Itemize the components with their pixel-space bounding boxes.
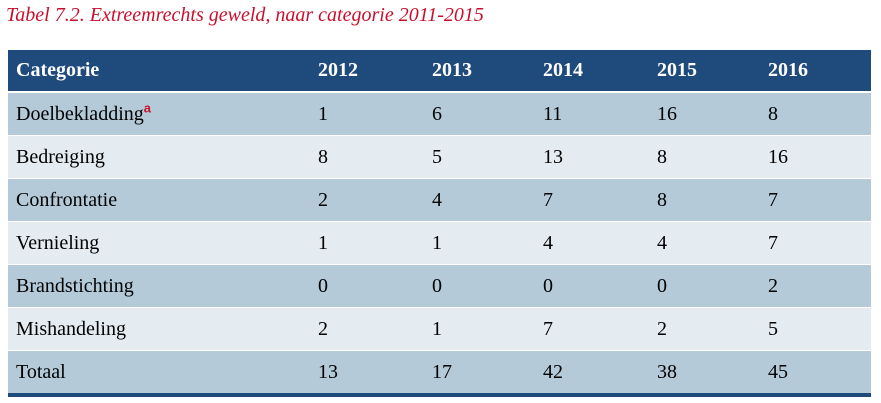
table-cell: 7 — [760, 221, 871, 265]
table-cell: 7 — [760, 178, 871, 222]
table-cell: 8 — [649, 135, 760, 179]
header-year: 2016 — [760, 50, 871, 93]
table-cell: 4 — [535, 221, 649, 265]
table-cell: 13 — [535, 135, 649, 179]
table-cell: 8 — [760, 92, 871, 136]
total-cell: 45 — [760, 350, 871, 397]
row-label: Brandstichting — [8, 264, 310, 308]
header-year: 2015 — [649, 50, 760, 93]
table-cell: 1 — [310, 92, 424, 136]
table-cell: 4 — [649, 221, 760, 265]
table-cell: 0 — [424, 264, 535, 308]
total-label: Totaal — [8, 350, 310, 397]
table-row: Vernieling 1 1 4 4 7 — [8, 221, 871, 265]
table-cell: 1 — [424, 307, 535, 351]
table-cell: 1 — [310, 221, 424, 265]
table-row: Bedreiging 8 5 13 8 16 — [8, 135, 871, 179]
header-year: 2014 — [535, 50, 649, 93]
total-cell: 42 — [535, 350, 649, 397]
table-cell: 2 — [760, 264, 871, 308]
total-row: Totaal 13 17 42 38 45 — [8, 350, 871, 397]
table-cell: 4 — [424, 178, 535, 222]
table-cell: 16 — [760, 135, 871, 179]
row-label: Bedreiging — [8, 135, 310, 179]
row-label: Vernieling — [8, 221, 310, 265]
header-year: 2013 — [424, 50, 535, 93]
header-row: Categorie 2012 2013 2014 2015 2016 — [8, 50, 871, 93]
table-row: Mishandeling 2 1 7 2 5 — [8, 307, 871, 351]
table-cell: 7 — [535, 178, 649, 222]
footnote-marker[interactable]: a — [143, 99, 151, 115]
table-row: Doelbekladdinga 1 6 11 16 8 — [8, 92, 871, 136]
header-categorie: Categorie — [8, 50, 310, 93]
row-label-cell: Doelbekladdinga — [8, 92, 310, 136]
table-cell: 7 — [535, 307, 649, 351]
row-label: Doelbekladding — [16, 102, 144, 125]
table-cell: 5 — [424, 135, 535, 179]
table-row: Confrontatie 2 4 7 8 7 — [8, 178, 871, 222]
table-cell: 8 — [310, 135, 424, 179]
table-cell: 2 — [649, 307, 760, 351]
table-cell: 6 — [424, 92, 535, 136]
total-cell: 38 — [649, 350, 760, 397]
row-label: Mishandeling — [8, 307, 310, 351]
row-label: Confrontatie — [8, 178, 310, 222]
table-cell: 8 — [649, 178, 760, 222]
table-cell: 2 — [310, 307, 424, 351]
violence-table: Categorie 2012 2013 2014 2015 2016 Doelb… — [8, 50, 871, 397]
table-cell: 0 — [649, 264, 760, 308]
table-cell: 1 — [424, 221, 535, 265]
header-year: 2012 — [310, 50, 424, 93]
table-cell: 2 — [310, 178, 424, 222]
table-cell: 0 — [535, 264, 649, 308]
table-cell: 11 — [535, 92, 649, 136]
table-cell: 0 — [310, 264, 424, 308]
table-cell: 5 — [760, 307, 871, 351]
table-cell: 16 — [649, 92, 760, 136]
total-cell: 13 — [310, 350, 424, 397]
total-cell: 17 — [424, 350, 535, 397]
table-row: Brandstichting 0 0 0 0 2 — [8, 264, 871, 308]
table-caption: Tabel 7.2. Extreemrechts geweld, naar ca… — [6, 4, 484, 26]
